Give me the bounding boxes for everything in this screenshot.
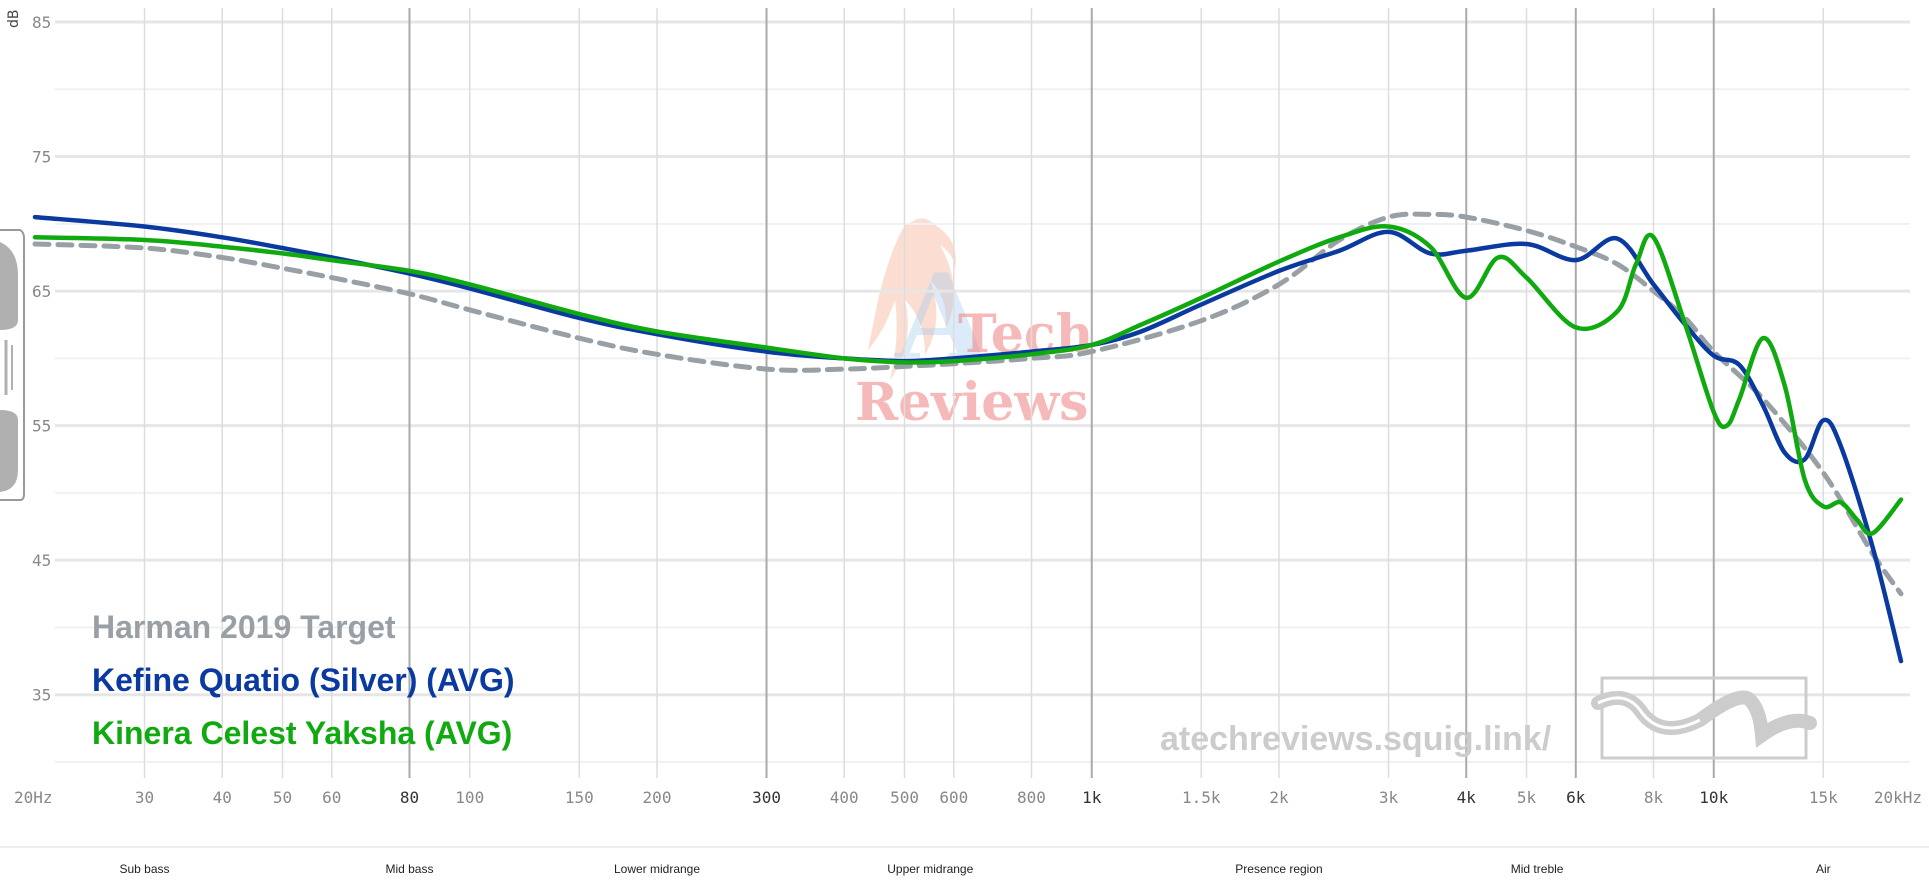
x-tick-label: 200: [643, 788, 672, 807]
x-tick-label: 100: [455, 788, 484, 807]
x-tick-label: 2k: [1269, 788, 1289, 807]
squig-logo: [1591, 676, 1817, 760]
x-tick-label: 5k: [1517, 788, 1537, 807]
x-tick-label: 500: [890, 788, 919, 807]
region-label: Air: [1816, 862, 1831, 876]
legend-harman-target: Harman 2019 Target: [92, 609, 396, 645]
y-axis: 35 45 55 65 75 85: [32, 13, 51, 705]
watermark-logo: A Tech Reviews: [855, 218, 1093, 433]
x-tick-label: 1k: [1082, 788, 1102, 807]
frequency-regions: Sub bass Mid bass Lower midrange Upper midr…: [120, 862, 1831, 876]
x-tick-label: 400: [830, 788, 859, 807]
region-label: Mid treble: [1511, 862, 1564, 876]
x-tick-label: 3k: [1379, 788, 1399, 807]
x-tick-label: 1.5k: [1182, 788, 1221, 807]
x-tick-label: 50: [273, 788, 292, 807]
legend-kinera-celest-yaksha: Kinera Celest Yaksha (AVG): [92, 715, 512, 751]
region-label: Lower midrange: [614, 862, 700, 876]
watermark-line2: Reviews: [855, 372, 1088, 433]
curves: [32, 211, 1904, 664]
x-tick-label: 80: [400, 788, 419, 807]
y-tick-label: 85: [32, 13, 51, 32]
y-axis-unit-label: dB: [6, 10, 22, 29]
series-line-1: [32, 214, 1904, 664]
series-line-2: [32, 224, 1904, 537]
x-axis: 20Hz 30 40 50 60 80 100 150 200 300 400 500 600 800 1k…: [14, 788, 1922, 807]
region-label: Upper midrange: [887, 862, 973, 876]
y-tick-label: 75: [32, 148, 51, 167]
region-label: Presence region: [1235, 862, 1322, 876]
y-tick-label: 65: [32, 282, 51, 301]
legend-kefine-quatio: Kefine Quatio (Silver) (AVG): [92, 662, 515, 698]
site-url: atechreviews.squig.link/: [1160, 720, 1552, 758]
x-tick-label: 30: [135, 788, 154, 807]
x-tick-label: 300: [752, 788, 781, 807]
x-tick-label: 8k: [1644, 788, 1664, 807]
x-tick-label: 600: [939, 788, 968, 807]
x-tick-label: 10k: [1699, 788, 1728, 807]
y-tick-label: 45: [32, 551, 51, 570]
x-tick-label: 150: [565, 788, 594, 807]
x-tick-label: 20kHz: [1874, 788, 1922, 807]
y-tick-label: 55: [32, 417, 51, 436]
x-tick-label: 800: [1017, 788, 1046, 807]
x-tick-label: 15k: [1809, 788, 1838, 807]
region-label: Mid bass: [385, 862, 433, 876]
x-tick-label: 4k: [1457, 788, 1477, 807]
region-label: Sub bass: [120, 862, 170, 876]
x-tick-label: 6k: [1566, 788, 1586, 807]
side-panel-handle[interactable]: [0, 229, 25, 501]
x-tick-label: 60: [322, 788, 341, 807]
y-tick-label: 35: [32, 686, 51, 705]
x-tick-label: 40: [213, 788, 232, 807]
x-tick-label: 20Hz: [14, 788, 53, 807]
legend: Harman 2019 Target Kefine Quatio (Silver…: [92, 609, 515, 751]
